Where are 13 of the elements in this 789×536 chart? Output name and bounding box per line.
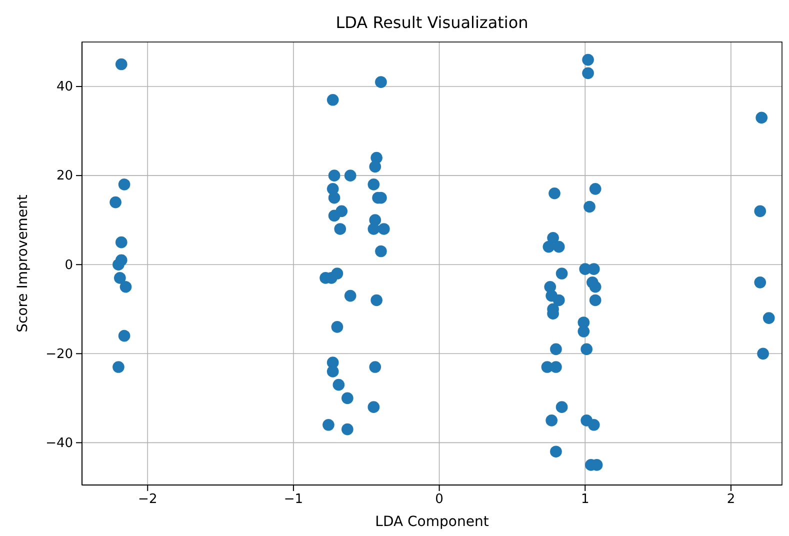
chart-title: LDA Result Visualization xyxy=(336,13,528,32)
x-tick-label: −1 xyxy=(284,492,304,508)
x-tick-label: 2 xyxy=(726,492,736,508)
y-axis-title: Score Improvement xyxy=(15,194,31,332)
y-tick-label: 20 xyxy=(56,168,73,184)
y-tick-label: −20 xyxy=(46,346,73,362)
y-tick-label: −40 xyxy=(46,436,73,451)
x-axis-title: LDA Component xyxy=(375,514,490,530)
y-tick-label: 40 xyxy=(56,80,73,95)
y-tick-label: 0 xyxy=(64,258,73,273)
x-tick-label: 1 xyxy=(580,492,590,508)
x-tick-label: −2 xyxy=(138,492,158,508)
x-tick-label: 0 xyxy=(435,492,444,508)
